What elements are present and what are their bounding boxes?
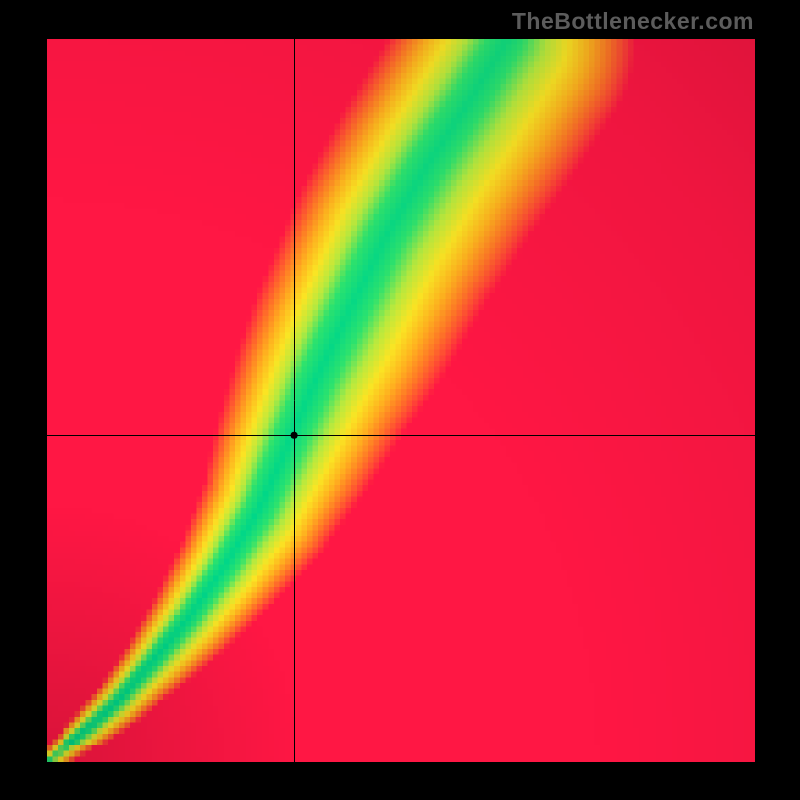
chart-frame: TheBottlenecker.com — [0, 0, 800, 800]
heatmap-plot — [47, 39, 755, 762]
watermark-text: TheBottlenecker.com — [512, 8, 754, 35]
crosshair-overlay — [47, 39, 755, 762]
